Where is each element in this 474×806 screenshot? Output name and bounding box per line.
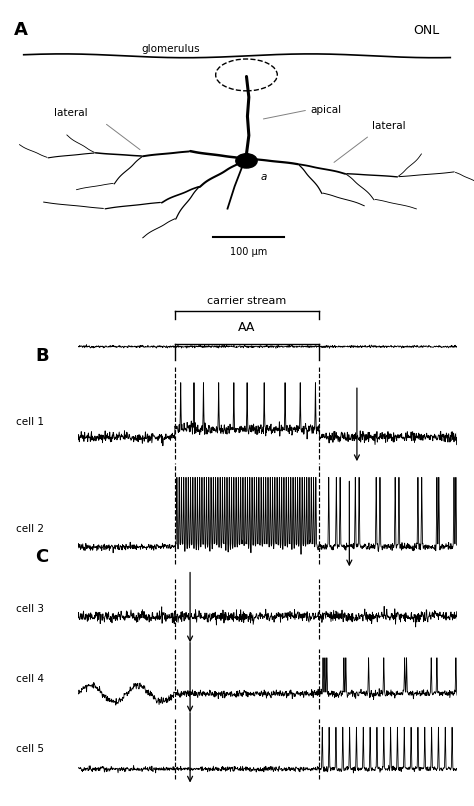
Text: cell 5: cell 5	[16, 744, 44, 754]
Text: 100 μm: 100 μm	[230, 247, 267, 257]
Text: a: a	[261, 172, 267, 182]
Text: glomerulus: glomerulus	[141, 44, 200, 54]
Text: A: A	[14, 21, 28, 39]
Text: AA: AA	[238, 322, 255, 334]
Text: cell 1: cell 1	[16, 418, 44, 427]
Text: C: C	[35, 549, 48, 567]
Text: cell 2: cell 2	[16, 524, 44, 534]
Text: B: B	[35, 347, 49, 364]
Text: cell 4: cell 4	[16, 674, 44, 684]
Text: lateral: lateral	[55, 108, 88, 118]
Ellipse shape	[236, 154, 257, 168]
Text: lateral: lateral	[372, 121, 405, 131]
Text: cell 3: cell 3	[16, 604, 44, 614]
Text: carrier stream: carrier stream	[207, 297, 287, 306]
Text: apical: apical	[310, 105, 342, 115]
Text: ONL: ONL	[413, 24, 440, 37]
